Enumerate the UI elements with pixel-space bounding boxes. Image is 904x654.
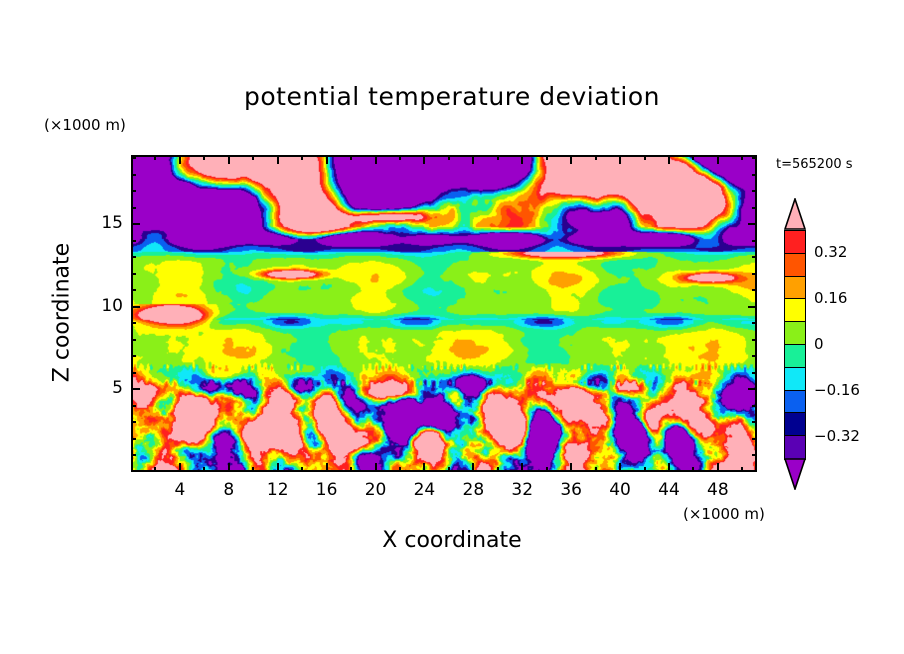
y-tick-label: 10 xyxy=(101,295,123,316)
colorbar-band xyxy=(785,344,805,368)
x-tick-label: 48 xyxy=(707,480,729,500)
colorbar-band xyxy=(785,436,805,459)
y-axis-title: Z coordinate xyxy=(49,242,75,383)
x-tick-label: 28 xyxy=(462,480,485,500)
x-axis-units-label: (×1000 m) xyxy=(683,505,765,523)
page-title: potential temperature deviation xyxy=(244,82,660,111)
x-tick-label: 32 xyxy=(511,480,534,500)
colorbar-bands xyxy=(784,230,806,460)
x-tick-label: 44 xyxy=(658,480,680,500)
x-tick-label: 20 xyxy=(364,480,387,500)
y-tick-label: 15 xyxy=(101,213,123,234)
contour-plot-area[interactable] xyxy=(131,155,757,472)
x-tick-label: 16 xyxy=(315,480,338,500)
colorbar-tick-label: 0.32 xyxy=(814,243,848,261)
colorbar-tick-label: −0.16 xyxy=(814,381,860,399)
colorbar-band xyxy=(785,253,805,277)
colorbar-tick-label: −0.32 xyxy=(814,427,860,445)
time-annotation: t=565200 s xyxy=(776,157,853,172)
colorbar-tick-label: 0 xyxy=(814,335,824,353)
x-tick-label: 12 xyxy=(266,480,289,500)
x-tick-label: 24 xyxy=(413,480,436,500)
x-tick-label: 8 xyxy=(223,480,235,500)
colorbar-tick-label: 0.16 xyxy=(814,289,848,307)
x-tick-label: 4 xyxy=(174,480,186,500)
y-axis-units-label: (×1000 m) xyxy=(44,116,126,134)
colorbar-under-arrow xyxy=(784,458,806,490)
x-tick-label: 40 xyxy=(609,480,631,500)
colorbar-band xyxy=(785,276,805,300)
colorbar-band xyxy=(785,299,805,323)
x-axis-title: X coordinate xyxy=(382,528,522,553)
colorbar-band xyxy=(785,231,805,254)
colorbar-band xyxy=(785,367,805,391)
y-tick-label: 5 xyxy=(112,378,123,399)
colorbar-over-arrow xyxy=(784,198,806,230)
contour-field xyxy=(133,157,755,470)
colorbar-band xyxy=(785,390,805,414)
x-tick-label: 36 xyxy=(560,480,582,500)
colorbar-band xyxy=(785,413,805,437)
colorbar-band xyxy=(785,322,805,345)
colorbar[interactable]: 0.32 0.16 0 −0.16 −0.32 xyxy=(780,198,860,490)
